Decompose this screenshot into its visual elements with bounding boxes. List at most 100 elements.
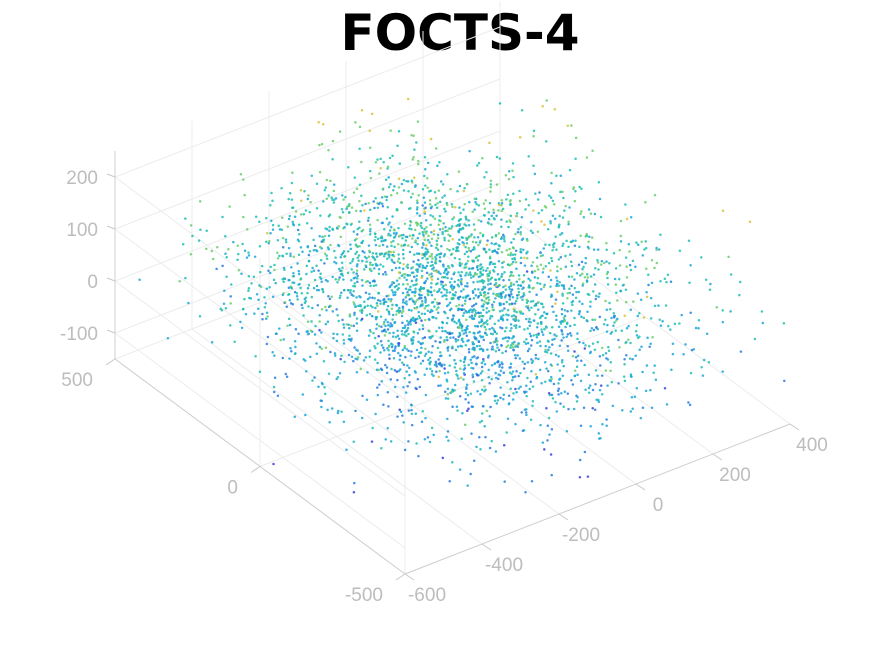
data-point [497, 284, 501, 287]
data-point [437, 362, 440, 366]
data-point [405, 329, 409, 332]
data-point [485, 171, 488, 174]
data-point [697, 326, 700, 330]
data-point [473, 288, 477, 291]
data-point [462, 360, 466, 364]
data-point [587, 208, 591, 211]
data-point [459, 359, 462, 362]
data-point [554, 400, 557, 404]
data-point [306, 197, 310, 201]
data-point [554, 353, 558, 357]
data-point [310, 174, 314, 178]
data-point [526, 361, 530, 364]
data-point [417, 340, 420, 344]
data-point [423, 238, 427, 242]
data-point [294, 327, 298, 331]
data-point [323, 234, 327, 238]
data-point [465, 262, 468, 265]
data-point [467, 339, 470, 342]
data-point [595, 398, 598, 401]
data-point [721, 320, 725, 324]
data-point [467, 255, 470, 258]
data-point [525, 394, 528, 398]
data-point [783, 379, 786, 383]
data-point [526, 327, 529, 330]
data-point [503, 271, 506, 274]
data-point [265, 216, 268, 220]
data-point [632, 300, 635, 303]
data-point [356, 274, 359, 278]
data-point [447, 439, 450, 442]
data-point [288, 214, 292, 218]
data-point [517, 287, 520, 290]
data-point [420, 287, 423, 291]
data-point [543, 311, 546, 314]
data-point [514, 214, 518, 218]
data-point [402, 178, 406, 182]
data-point [491, 303, 494, 306]
data-point [393, 235, 397, 239]
data-point [440, 326, 444, 329]
data-point [266, 315, 269, 318]
data-point [289, 346, 292, 350]
data-point [281, 236, 285, 240]
data-point [635, 387, 639, 390]
data-point [494, 233, 498, 237]
data-point [498, 363, 502, 367]
data-point [597, 432, 601, 435]
data-point [450, 277, 453, 281]
data-point [361, 228, 365, 232]
data-point [475, 445, 478, 449]
data-point [374, 197, 377, 200]
data-point [312, 269, 316, 273]
data-point [294, 210, 298, 213]
data-point [369, 227, 372, 231]
data-point [594, 266, 597, 270]
data-point [485, 243, 489, 247]
data-point [276, 239, 280, 242]
data-point [639, 416, 643, 420]
data-point [293, 415, 297, 419]
data-point [448, 280, 452, 284]
data-point [606, 323, 609, 327]
data-point [553, 333, 556, 336]
data-point [297, 332, 300, 335]
data-point [419, 263, 422, 266]
data-point [445, 291, 449, 294]
data-point [571, 355, 575, 358]
data-point [435, 370, 438, 374]
data-point [386, 391, 390, 394]
data-point [282, 338, 285, 341]
data-point [388, 221, 391, 224]
data-point [309, 329, 313, 332]
data-point [514, 356, 517, 360]
data-point [619, 289, 622, 293]
data-point [434, 261, 438, 265]
data-point [593, 408, 597, 412]
data-point [541, 104, 544, 108]
data-point [650, 406, 654, 409]
data-point [293, 352, 297, 356]
data-point [663, 386, 667, 390]
data-point [280, 187, 283, 190]
data-point [333, 260, 336, 264]
data-point [484, 328, 488, 331]
data-point [396, 395, 399, 399]
data-point [546, 439, 549, 442]
data-point [598, 197, 602, 201]
data-point [350, 279, 353, 282]
data-point [559, 267, 563, 271]
data-point [276, 251, 279, 254]
data-point [393, 385, 397, 389]
data-point [323, 392, 327, 396]
data-point [551, 199, 555, 203]
data-point [409, 207, 412, 210]
data-point [483, 385, 486, 388]
data-point [623, 363, 626, 366]
data-point [326, 280, 329, 283]
data-point [570, 301, 573, 304]
data-point [558, 344, 562, 348]
data-point [467, 273, 470, 277]
data-point [501, 309, 504, 312]
data-point [547, 348, 550, 352]
